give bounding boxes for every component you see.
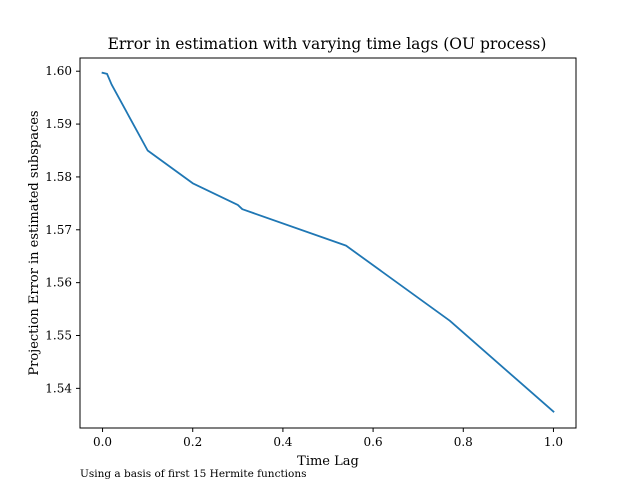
- y-tick-label: 1.59: [45, 117, 72, 131]
- x-axis-ticks: 0.0 0.2 0.4 0.6 0.8 1.0: [93, 428, 563, 449]
- figure-caption: Using a basis of first 15 Hermite functi…: [80, 468, 307, 480]
- x-tick-label: 0.2: [183, 435, 202, 449]
- y-axis-ticks: 1.54 1.55 1.56 1.57 1.58 1.59 1.60: [45, 64, 80, 395]
- y-axis-label: Projection Error in estimated subspaces: [27, 110, 42, 375]
- x-tick-label: 0.0: [93, 435, 112, 449]
- x-tick-label: 0.4: [273, 435, 292, 449]
- y-tick-label: 1.56: [45, 276, 72, 290]
- y-tick-label: 1.54: [45, 381, 72, 395]
- plot-area: [79, 57, 577, 429]
- y-tick-label: 1.55: [45, 329, 72, 343]
- x-axis-label: Time Lag: [297, 454, 359, 469]
- series-line: [101, 71, 555, 413]
- x-tick-label: 1.0: [544, 435, 563, 449]
- axes-frame: [79, 57, 577, 429]
- y-tick-label: 1.57: [45, 223, 72, 237]
- x-tick-label: 0.8: [454, 435, 473, 449]
- x-tick-label: 0.6: [364, 435, 383, 449]
- y-tick-label: 1.58: [45, 170, 72, 184]
- chart-title: Error in estimation with varying time la…: [108, 35, 547, 53]
- y-tick-label: 1.60: [45, 64, 72, 78]
- series-layer: [101, 71, 555, 413]
